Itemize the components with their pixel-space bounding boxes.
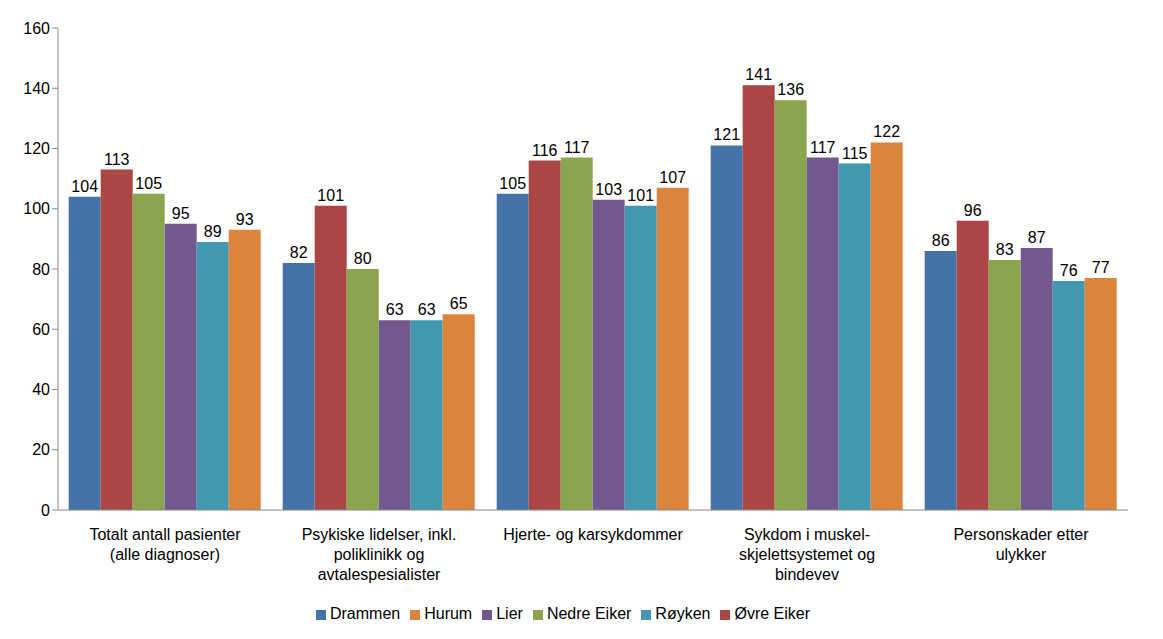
svg-text:140: 140 xyxy=(23,80,50,97)
svg-text:0: 0 xyxy=(41,502,50,519)
svg-text:93: 93 xyxy=(236,211,254,228)
svg-text:105: 105 xyxy=(499,175,526,192)
svg-text:115: 115 xyxy=(842,145,868,162)
svg-text:87: 87 xyxy=(1028,229,1046,246)
svg-text:160: 160 xyxy=(23,20,50,37)
svg-text:77: 77 xyxy=(1092,259,1110,276)
svg-text:63: 63 xyxy=(418,301,436,318)
svg-text:Hjerte- og karsykdommer: Hjerte- og karsykdommer xyxy=(503,526,683,543)
svg-text:95: 95 xyxy=(172,205,190,222)
svg-text:105: 105 xyxy=(135,175,162,192)
svg-text:116: 116 xyxy=(532,142,558,159)
svg-text:60: 60 xyxy=(32,321,50,338)
svg-text:20: 20 xyxy=(32,441,50,458)
html-text:Drammen: Drammen xyxy=(329,605,401,622)
svg-text:103: 103 xyxy=(595,181,622,198)
svg-text:40: 40 xyxy=(32,381,50,398)
svg-text:136: 136 xyxy=(777,81,804,98)
svg-text:141: 141 xyxy=(745,66,772,83)
svg-text:80: 80 xyxy=(354,250,372,267)
svg-text:113: 113 xyxy=(104,151,130,168)
html-text:Øvre Eiker: Øvre Eiker xyxy=(734,605,811,622)
svg-text:82: 82 xyxy=(290,244,308,261)
html-text:Lier: Lier xyxy=(496,605,523,622)
svg-text:96: 96 xyxy=(964,202,982,219)
svg-text:Sykdom i muskel-skjelettsystem: Sykdom i muskel-skjelettsystemet ogbinde… xyxy=(739,526,875,583)
svg-text:100: 100 xyxy=(23,200,50,217)
svg-text:101: 101 xyxy=(627,187,654,204)
svg-text:Personskader etterulykker: Personskader etterulykker xyxy=(953,526,1089,563)
svg-text:120: 120 xyxy=(23,140,50,157)
svg-text:80: 80 xyxy=(32,261,50,278)
svg-text:83: 83 xyxy=(996,241,1014,258)
svg-text:107: 107 xyxy=(659,169,686,186)
svg-text:122: 122 xyxy=(873,123,900,140)
svg-text:121: 121 xyxy=(713,126,740,143)
svg-text:86: 86 xyxy=(932,232,950,249)
svg-text:101: 101 xyxy=(317,187,344,204)
html-text:Røyken: Røyken xyxy=(655,605,711,622)
svg-text:Psykiske lidelser, inkl.polikl: Psykiske lidelser, inkl.poliklinikk ogav… xyxy=(302,526,457,583)
svg-text:Totalt antall pasienter(alle d: Totalt antall pasienter(alle diagnoser) xyxy=(89,526,241,563)
svg-text:63: 63 xyxy=(386,301,404,318)
svg-text:65: 65 xyxy=(450,295,468,312)
svg-text:117: 117 xyxy=(810,139,836,156)
html-text:Nedre Eiker: Nedre Eiker xyxy=(546,605,632,622)
svg-text:104: 104 xyxy=(71,178,98,195)
svg-text:117: 117 xyxy=(564,139,590,156)
svg-text:76: 76 xyxy=(1060,262,1078,279)
html-text:Hurum: Hurum xyxy=(424,605,473,622)
svg-text:89: 89 xyxy=(204,223,222,240)
